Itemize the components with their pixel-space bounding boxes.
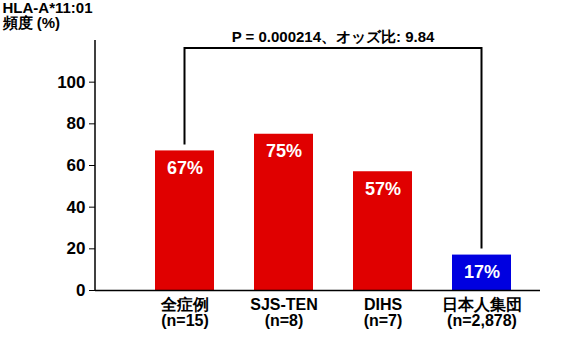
svg-text:100: 100 — [57, 73, 85, 92]
svg-text:20: 20 — [67, 239, 86, 258]
svg-text:0: 0 — [76, 281, 85, 300]
svg-text:57%: 57% — [365, 179, 401, 199]
svg-text:40: 40 — [67, 198, 86, 217]
svg-text:全症例(n=15): 全症例(n=15) — [160, 296, 209, 329]
svg-text:日本人集団(n=2,878): 日本人集団(n=2,878) — [442, 296, 522, 329]
svg-text:P = 0.000214、オッズ比: 9.84: P = 0.000214、オッズ比: 9.84 — [232, 28, 435, 45]
svg-text:67%: 67% — [167, 158, 203, 178]
svg-text:DIHS(n=7): DIHS(n=7) — [364, 296, 403, 329]
svg-text:SJS-TEN(n=8): SJS-TEN(n=8) — [250, 296, 318, 329]
svg-text:75%: 75% — [266, 141, 302, 161]
svg-text:17%: 17% — [464, 262, 500, 282]
svg-text:HLA-A*11:01頻度 (%): HLA-A*11:01頻度 (%) — [2, 0, 93, 31]
svg-text:80: 80 — [67, 114, 86, 133]
svg-text:60: 60 — [67, 156, 86, 175]
